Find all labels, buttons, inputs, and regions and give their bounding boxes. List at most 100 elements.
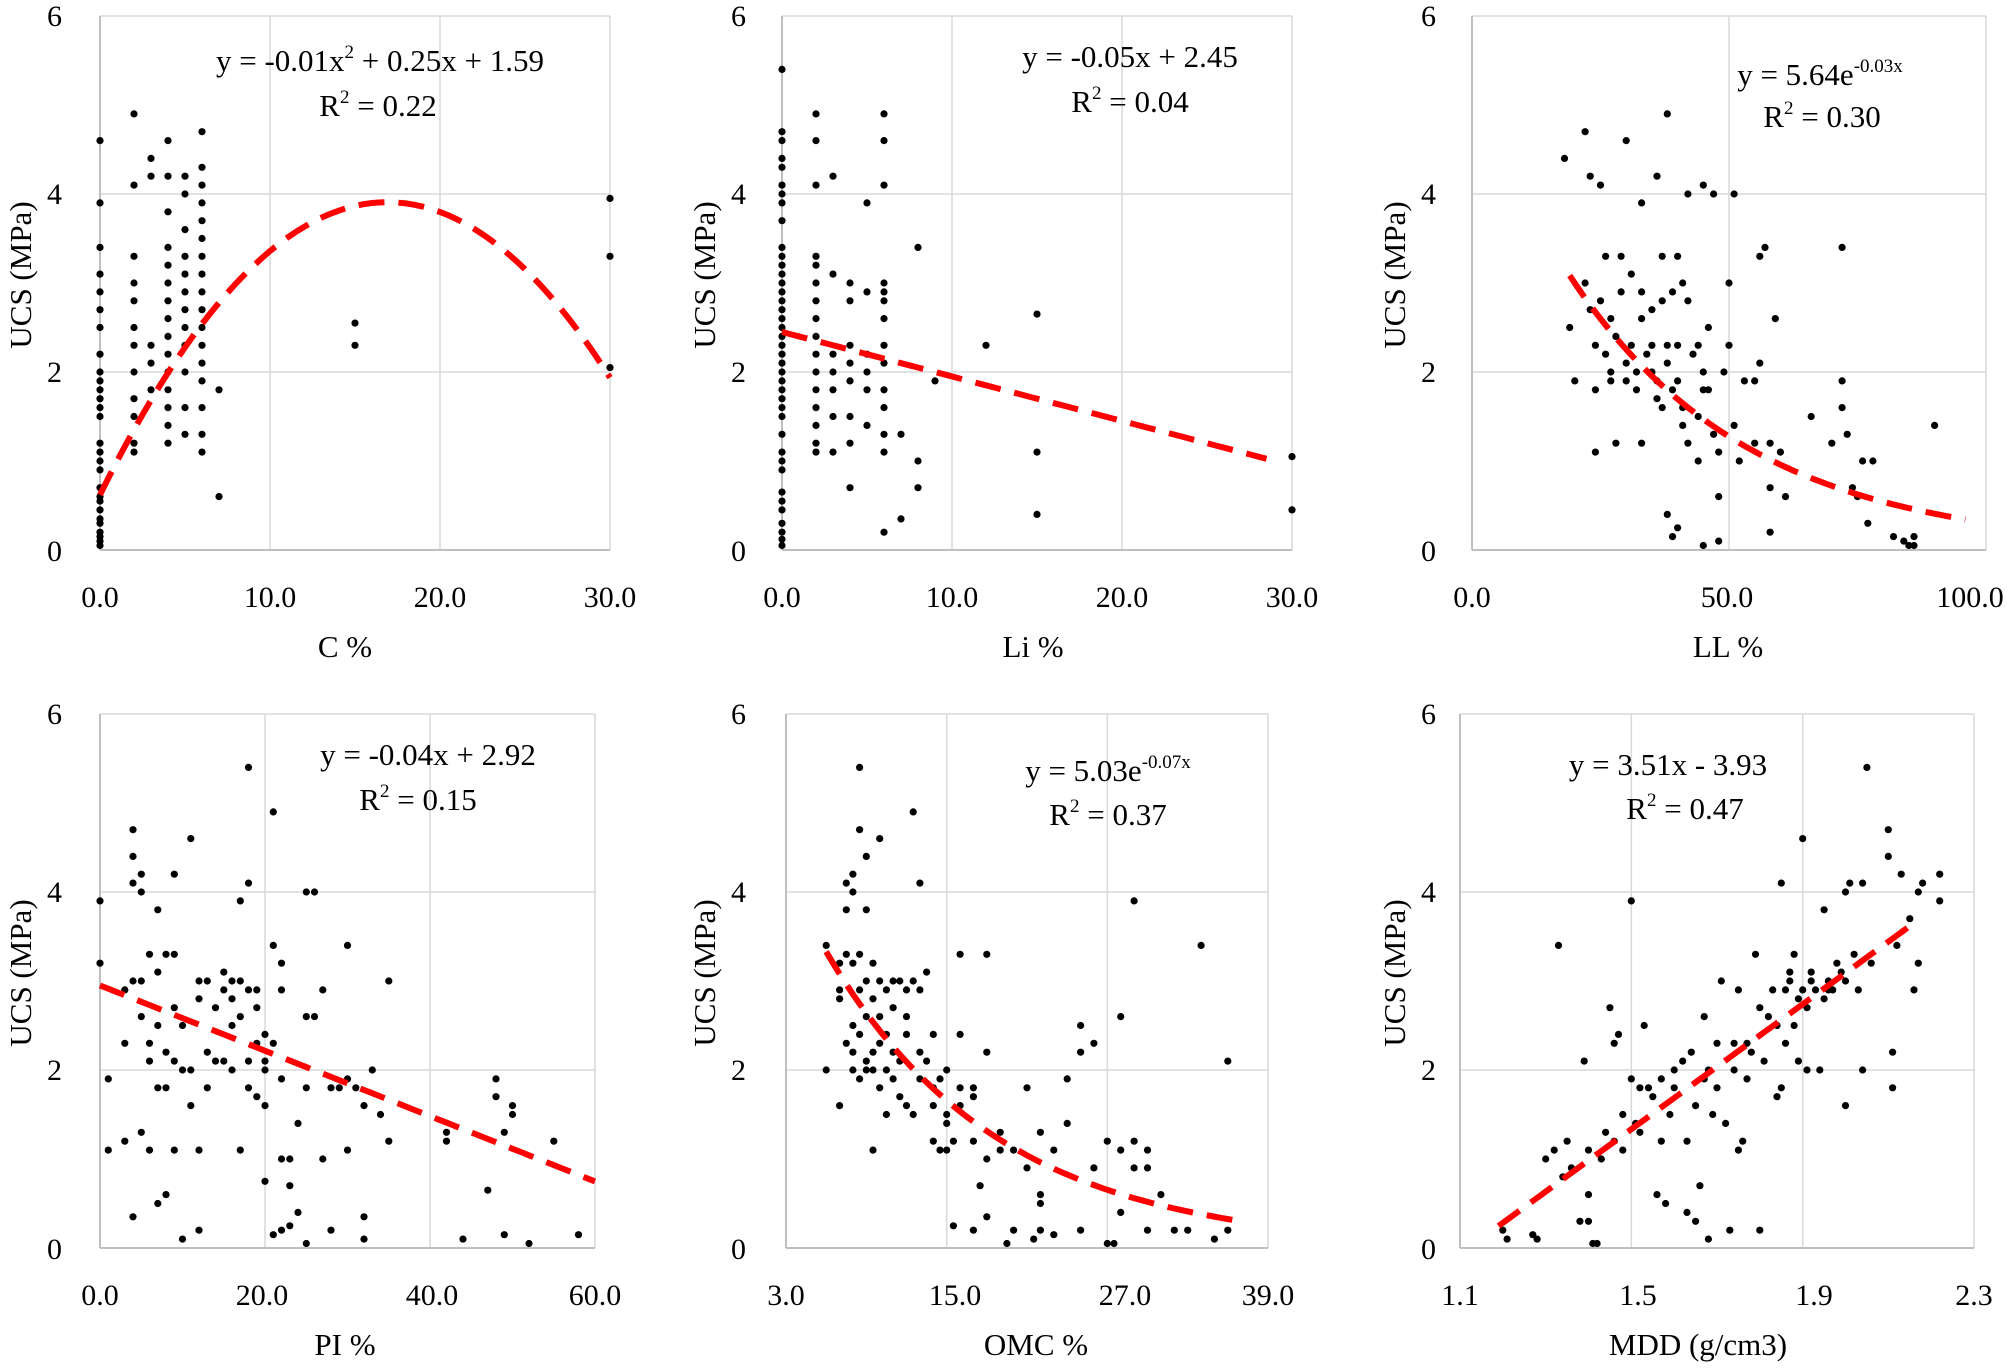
data-point xyxy=(778,306,786,314)
data-point xyxy=(1563,1137,1571,1145)
data-point xyxy=(1033,510,1041,518)
data-point xyxy=(1662,1199,1670,1208)
data-point xyxy=(1699,368,1707,376)
data-point xyxy=(1627,270,1635,278)
data-point xyxy=(277,1155,286,1163)
data-point xyxy=(1210,1235,1218,1243)
data-point xyxy=(1756,359,1764,367)
data-point xyxy=(96,506,104,514)
data-point xyxy=(1859,1066,1867,1074)
r-squared: R2 = 0.22 xyxy=(319,87,436,123)
data-point xyxy=(778,128,786,136)
data-point xyxy=(862,1066,870,1074)
data-point xyxy=(1807,977,1815,985)
data-point xyxy=(606,194,614,202)
data-point xyxy=(1670,1084,1678,1092)
data-point xyxy=(154,968,162,976)
data-point xyxy=(1910,541,1918,550)
data-point xyxy=(778,350,786,358)
data-point xyxy=(228,1021,236,1030)
data-point xyxy=(606,364,614,372)
data-point xyxy=(846,279,854,287)
data-point xyxy=(1694,457,1702,465)
data-point xyxy=(130,395,138,403)
data-point xyxy=(778,412,786,421)
data-point xyxy=(996,1128,1004,1136)
data-point xyxy=(1638,199,1646,207)
data-point xyxy=(897,430,905,438)
data-point xyxy=(360,1102,368,1110)
data-point xyxy=(1679,421,1687,429)
r2-pre: R xyxy=(1626,791,1647,826)
data-point xyxy=(1602,252,1610,260)
data-point xyxy=(1786,977,1794,985)
data-point xyxy=(1850,950,1858,958)
data-point xyxy=(1170,1226,1178,1234)
data-point xyxy=(1764,1013,1772,1021)
data-point xyxy=(812,404,820,412)
r2-sup: 2 xyxy=(1647,790,1657,811)
data-point xyxy=(1224,1226,1232,1234)
data-point xyxy=(1893,941,1901,950)
data-point xyxy=(863,368,871,376)
data-point xyxy=(129,852,137,861)
data-point xyxy=(215,493,223,501)
data-point xyxy=(1658,252,1666,260)
data-point xyxy=(195,1146,203,1154)
panel-ll: 0 2 4 6 0.0 50.0 100.0 LL % UCS (MPa) y … xyxy=(1377,0,2004,664)
data-point xyxy=(96,386,104,394)
y-tick-label: 4 xyxy=(47,178,62,211)
data-point xyxy=(1584,1217,1593,1225)
data-point xyxy=(983,1213,991,1221)
data-point xyxy=(130,110,138,118)
x-tick-label: 0.0 xyxy=(763,581,801,614)
data-point xyxy=(145,1039,154,1047)
data-point xyxy=(1776,448,1784,456)
x-tick-label: 1.9 xyxy=(1795,1279,1833,1312)
data-point xyxy=(129,1213,137,1221)
data-point xyxy=(1668,533,1677,541)
data-point xyxy=(1010,1146,1018,1154)
data-point xyxy=(812,386,820,394)
data-point xyxy=(195,995,203,1003)
data-point xyxy=(1584,1191,1593,1199)
data-point xyxy=(343,941,352,950)
data-point xyxy=(1743,1075,1751,1083)
data-point xyxy=(1859,879,1867,887)
data-point xyxy=(909,977,917,985)
data-point xyxy=(147,386,155,394)
data-point xyxy=(1036,1199,1044,1208)
data-point xyxy=(880,386,888,394)
data-point xyxy=(236,977,244,985)
r-squared: R2 = 0.30 xyxy=(1763,98,1880,134)
data-point xyxy=(1036,1191,1044,1199)
data-point xyxy=(181,252,189,260)
data-point xyxy=(1050,1146,1058,1154)
data-point xyxy=(1689,350,1697,358)
data-point xyxy=(1734,1146,1742,1154)
data-point xyxy=(1130,897,1138,905)
data-point xyxy=(1663,341,1671,349)
data-point xyxy=(286,1182,294,1190)
plot-area xyxy=(96,15,614,551)
data-point xyxy=(869,1048,877,1056)
x-tick-label: 20.0 xyxy=(414,581,467,614)
data-point xyxy=(96,270,104,278)
data-point xyxy=(1554,941,1563,950)
data-point xyxy=(1730,1039,1738,1047)
data-point xyxy=(1730,190,1738,198)
y-axis-label: UCS (MPa) xyxy=(3,899,38,1046)
data-point xyxy=(1103,1137,1111,1145)
data-point xyxy=(1756,1226,1764,1234)
data-point xyxy=(1906,915,1914,923)
data-point xyxy=(525,1239,533,1248)
data-point xyxy=(846,439,854,447)
data-point xyxy=(1649,1093,1657,1101)
y-tick-label: 0 xyxy=(1421,535,1436,568)
data-point xyxy=(1622,377,1630,385)
data-point xyxy=(211,1057,220,1065)
y-tick-label: 6 xyxy=(731,698,746,731)
data-point xyxy=(187,835,195,843)
y-tick-label: 6 xyxy=(47,698,62,731)
data-point xyxy=(1786,968,1794,976)
